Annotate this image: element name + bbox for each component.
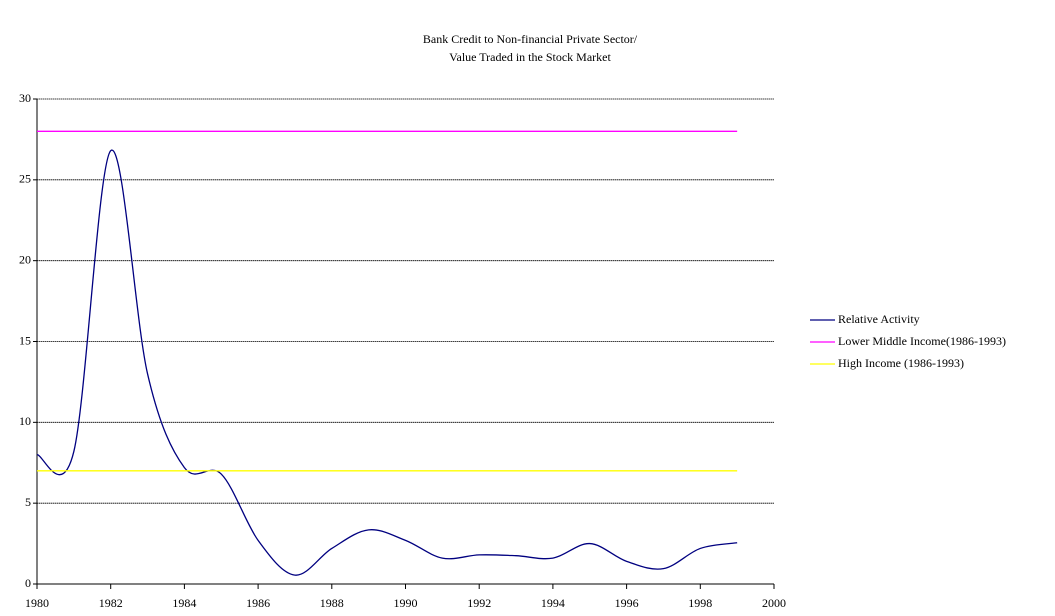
x-tick-label: 1994 bbox=[541, 596, 565, 610]
y-tick-label: 5 bbox=[25, 495, 31, 509]
y-tick-label: 15 bbox=[19, 333, 31, 347]
y-tick-label: 30 bbox=[19, 91, 31, 105]
x-tick-label: 1986 bbox=[246, 596, 270, 610]
x-tick-label: 1980 bbox=[25, 596, 49, 610]
x-tick-label: 1992 bbox=[467, 596, 491, 610]
x-tick-label: 1982 bbox=[99, 596, 123, 610]
x-tick-label: 1998 bbox=[688, 596, 712, 610]
y-tick-label: 25 bbox=[19, 172, 31, 186]
chart-title: Value Traded in the Stock Market bbox=[449, 50, 611, 64]
legend-label: High Income (1986-1993) bbox=[838, 356, 964, 370]
x-tick-label: 1996 bbox=[615, 596, 639, 610]
x-tick-label: 1990 bbox=[394, 596, 418, 610]
y-tick-label: 10 bbox=[19, 414, 31, 428]
y-tick-label: 20 bbox=[19, 252, 31, 266]
chart-title: Bank Credit to Non-financial Private Sec… bbox=[423, 32, 638, 46]
data-line bbox=[36, 149, 738, 576]
x-tick-label: 1988 bbox=[320, 596, 344, 610]
legend-label: Lower Middle Income(1986-1993) bbox=[838, 334, 1006, 348]
y-tick-label: 0 bbox=[25, 576, 31, 590]
x-tick-label: 1984 bbox=[172, 596, 196, 610]
legend-label: Relative Activity bbox=[838, 312, 920, 326]
x-tick-label: 2000 bbox=[762, 596, 786, 610]
